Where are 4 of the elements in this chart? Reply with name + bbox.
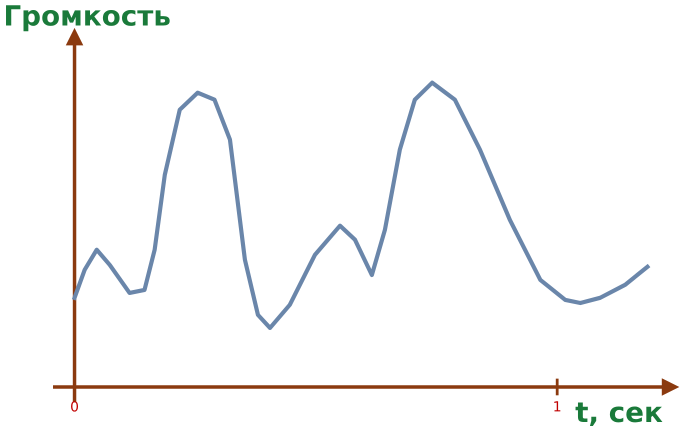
x-tick-label: 1 (554, 401, 560, 412)
x-tick-label: 0 (71, 401, 78, 412)
x-axis-title: t, сек (576, 402, 662, 426)
y-axis-title: Громкость (6, 5, 170, 32)
